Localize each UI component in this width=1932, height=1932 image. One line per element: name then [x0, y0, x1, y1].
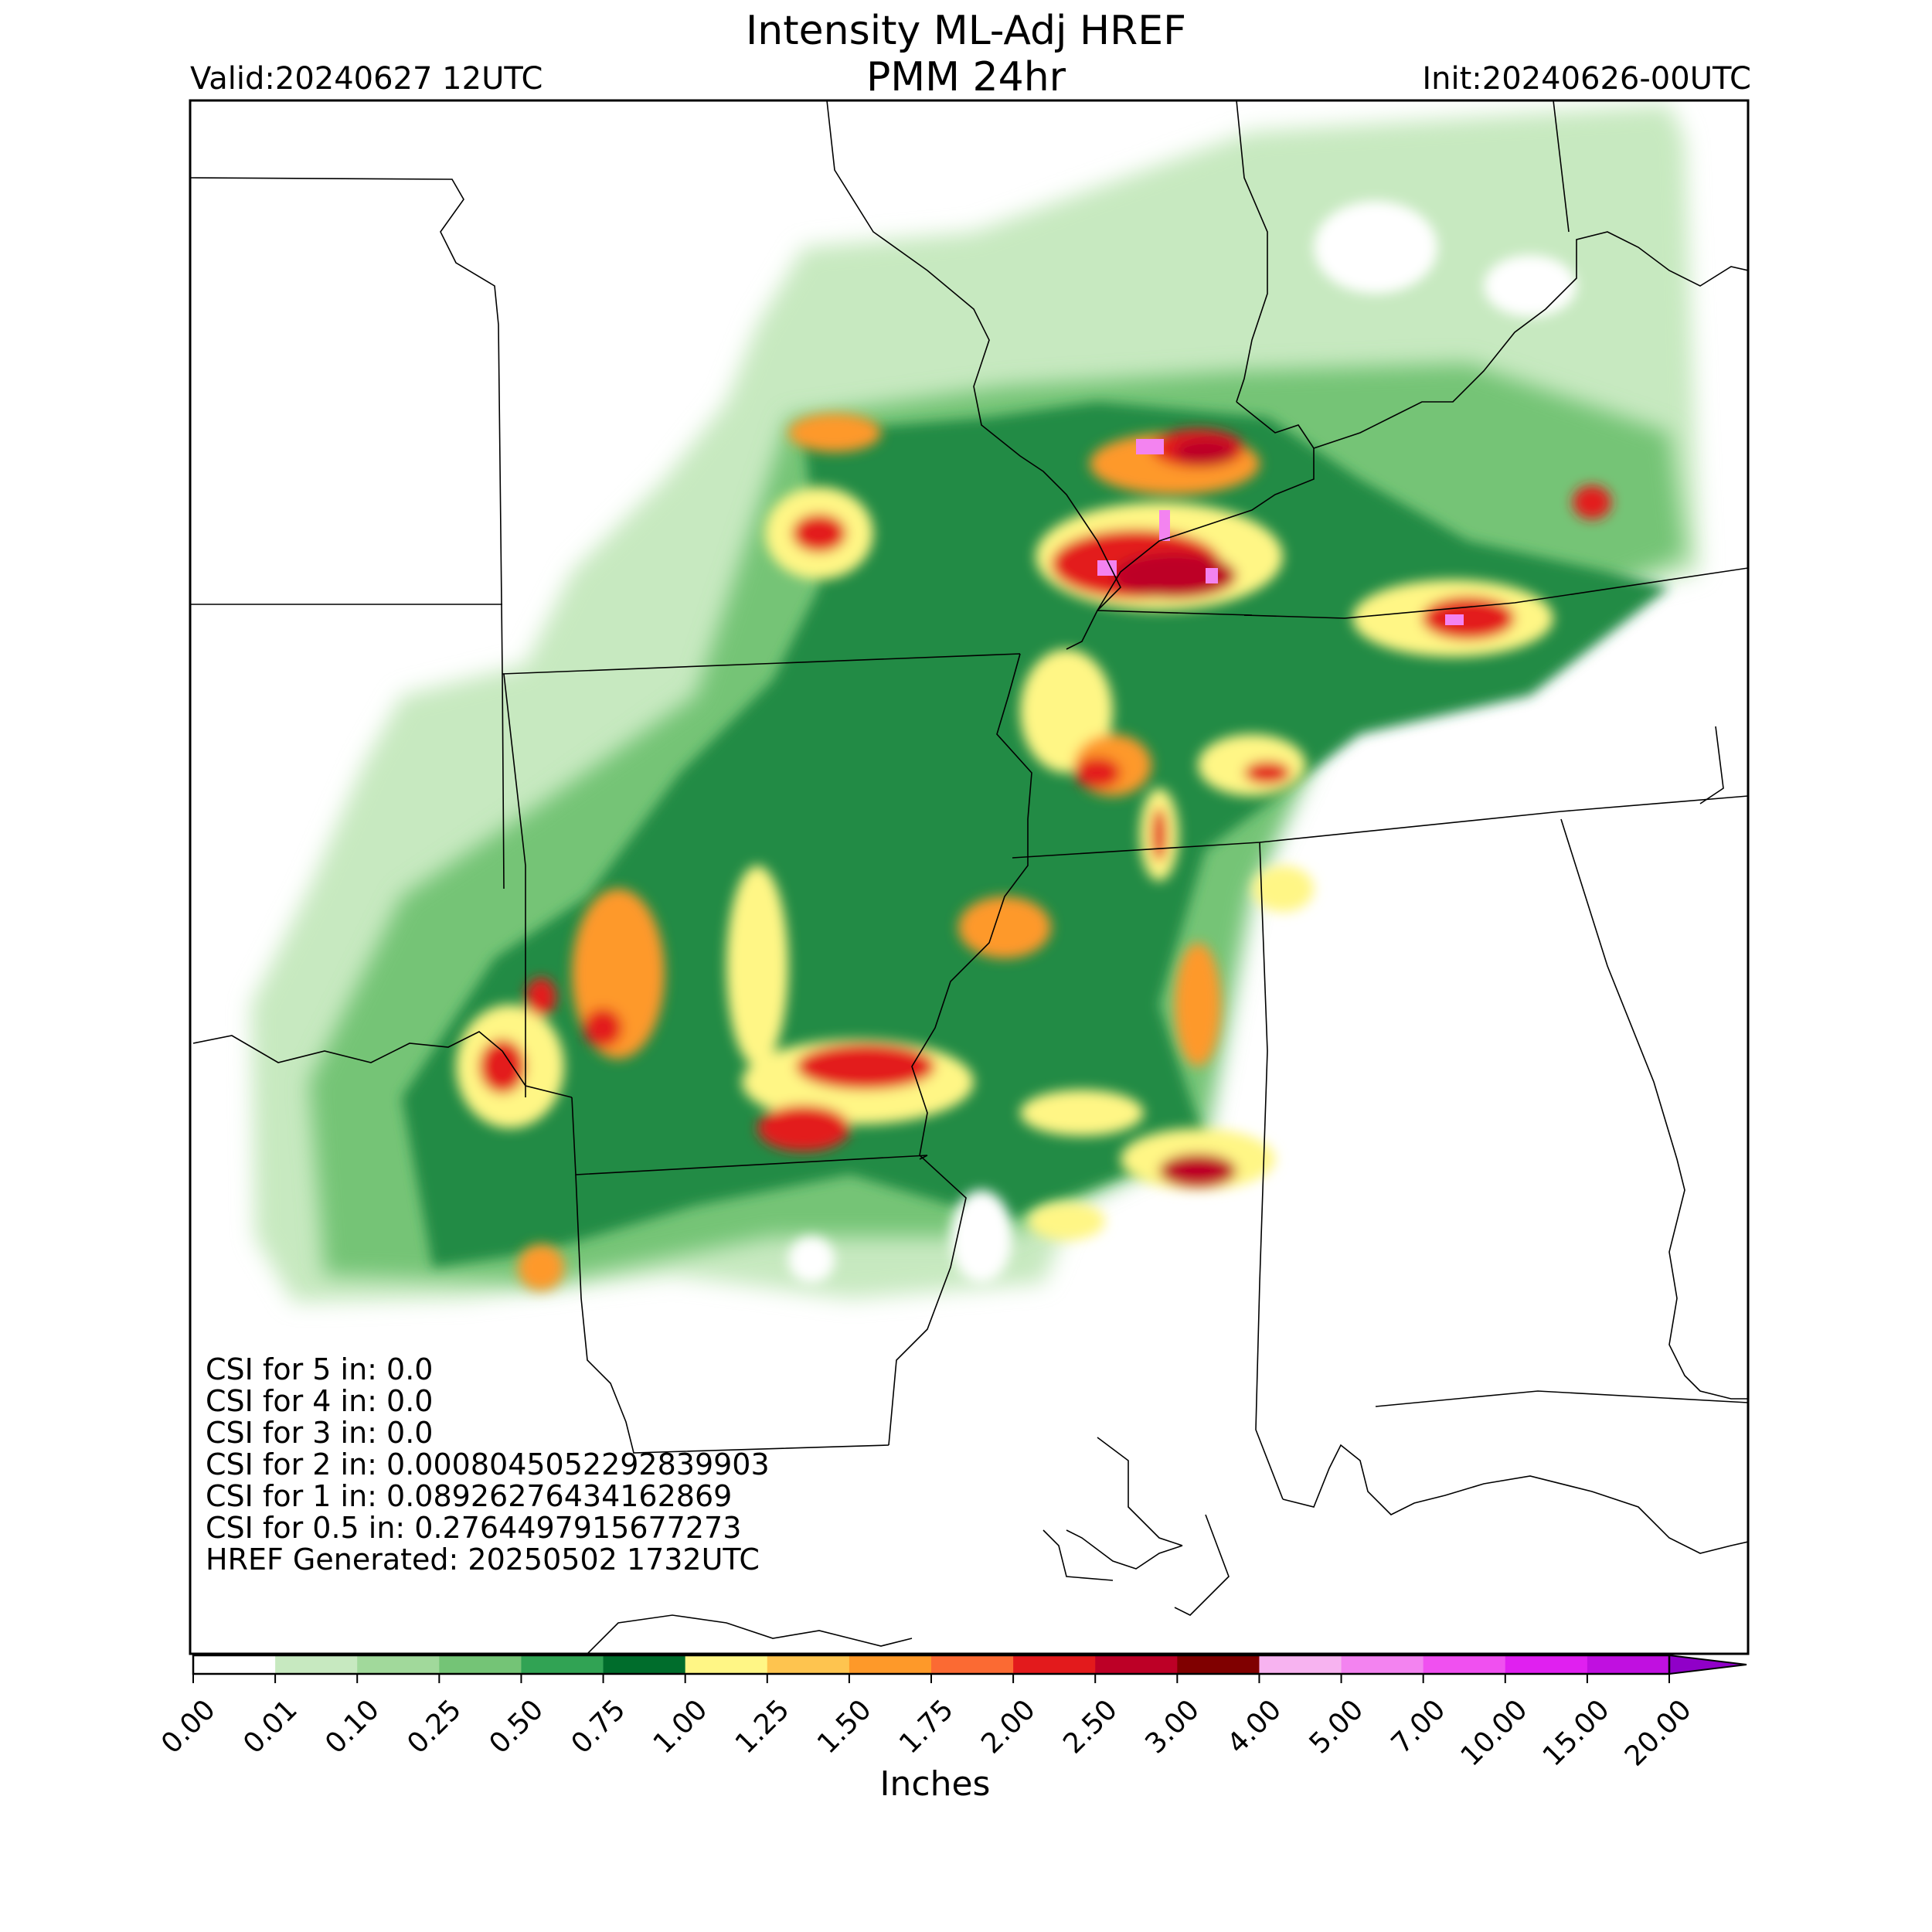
colorbar-tick-label: 7.00: [1386, 1694, 1452, 1760]
dry-patches: [788, 201, 1577, 1283]
map-title-line2: PMM 24hr: [866, 54, 1066, 100]
precipitation-field: [251, 104, 1700, 1302]
colorbar-segment: [849, 1655, 932, 1674]
colorbar-tick-label: 4.00: [1222, 1694, 1288, 1760]
precip-peaks: [1097, 439, 1464, 625]
colorbar-tick-label: 1.75: [893, 1694, 960, 1760]
colorbar-tick-label: 0.10: [319, 1694, 386, 1760]
colorbar-tick-label: 0.75: [566, 1694, 632, 1760]
colorbar-tick-label: 0.50: [484, 1694, 550, 1760]
colorbar-tick-label: 1.50: [811, 1694, 878, 1760]
colorbar-segment: [1505, 1655, 1588, 1674]
colorbar-extend-arrow: [1668, 1654, 1747, 1675]
colorbar-ticks: 0.00 0.01 0.10 0.25 0.50 0.75 1.00 1.25 1.50 1.75…: [155, 1674, 1698, 1773]
colorbar-segment: [193, 1655, 276, 1674]
colorbar-segment: [931, 1655, 1014, 1674]
csi-stat-line: CSI for 5 in: 0.0: [206, 1352, 434, 1386]
colorbar-segment: [767, 1655, 850, 1674]
colorbar-tick-label: 1.25: [730, 1694, 796, 1760]
colorbar-tick-label: 2.00: [975, 1694, 1042, 1760]
csi-stat-line: CSI for 3 in: 0.0: [206, 1416, 434, 1450]
valid-time-label: Valid:20240627 12UTC: [190, 61, 543, 97]
csi-stat-line: CSI for 4 in: 0.0: [206, 1384, 434, 1418]
colorbar-segment: [357, 1655, 440, 1674]
colorbar-tick-label: 15.00: [1537, 1694, 1616, 1773]
colorbar-segment: [275, 1655, 358, 1674]
colorbar-segment: [1095, 1655, 1178, 1674]
colorbar-tick-label: 0.00: [155, 1694, 222, 1760]
state-boundaries: [190, 100, 1748, 1654]
colorbar-tick-label: 20.00: [1619, 1694, 1698, 1773]
csi-stat-line: CSI for 1 in: 0.08926276434162869: [206, 1479, 733, 1513]
colorbar-segment: [439, 1655, 522, 1674]
csi-stats: CSI for 5 in: 0.0 CSI for 4 in: 0.0 CSI fo…: [206, 1354, 770, 1576]
colorbar-tick-label: 1.00: [648, 1694, 714, 1760]
colorbar-tick-label: 3.00: [1139, 1694, 1206, 1760]
map-frame: [189, 99, 1750, 1655]
colorbar-tick-label: 0.01: [237, 1694, 304, 1760]
colorbar-segment: [1587, 1655, 1670, 1674]
colorbar-segment: [685, 1655, 768, 1674]
colorbar-tick-label: 0.25: [401, 1694, 468, 1760]
colorbar-tick-label: 5.00: [1304, 1694, 1370, 1760]
init-time-label: Init:20240626-00UTC: [1422, 61, 1751, 97]
colorbar-segment: [1177, 1655, 1260, 1674]
colorbar-segment: [1423, 1655, 1506, 1674]
colorbar-segment: [603, 1655, 686, 1674]
colorbar-segment: [1259, 1655, 1342, 1674]
precip-cores: [456, 413, 1611, 1291]
colorbar-label: Inches: [879, 1764, 991, 1804]
colorbar-tick-label: 2.50: [1057, 1694, 1124, 1760]
csi-stat-line: CSI for 0.5 in: 0.2764497915677273: [206, 1511, 742, 1545]
colorbar-tick-label: 10.00: [1455, 1694, 1534, 1773]
csi-stat-line: HREF Generated: 20250502 1732UTC: [206, 1543, 760, 1577]
colorbar-segment: [1013, 1655, 1096, 1674]
csi-stat-line: CSI for 2 in: 0.0008045052292839903: [206, 1447, 770, 1481]
colorbar-segment: [1341, 1655, 1424, 1674]
colorbar-segment: [521, 1655, 604, 1674]
colorbar: [192, 1654, 1747, 1675]
map-title-line1: Intensity ML-Adj HREF: [745, 8, 1187, 54]
